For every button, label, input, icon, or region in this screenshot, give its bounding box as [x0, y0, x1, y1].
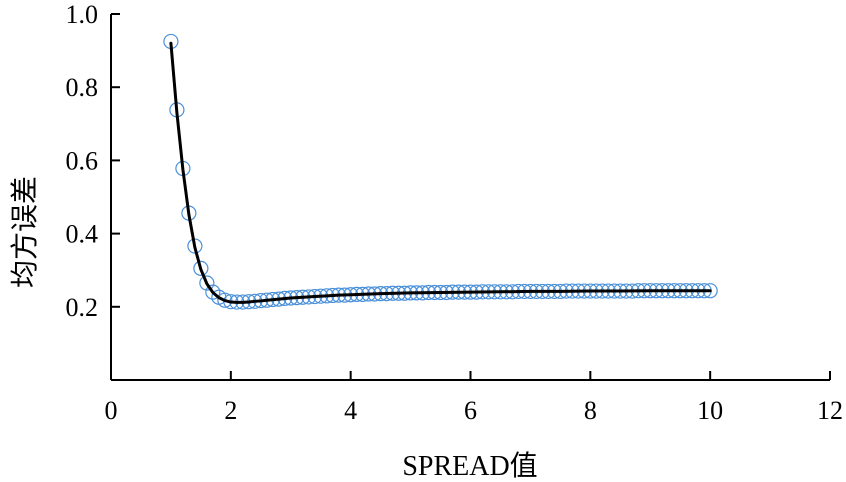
- x-tick-label: 6: [464, 396, 477, 425]
- y-tick-label: 0.4: [66, 220, 99, 249]
- y-axis-ticks: 0.2 0.4 0.6 0.8 1.0: [66, 0, 120, 322]
- y-axis-title: 均方误差: [9, 176, 41, 288]
- data-point-marker: [199, 275, 215, 291]
- y-tick-label: 1.0: [66, 0, 99, 29]
- x-tick-label: 2: [224, 396, 237, 425]
- data-point-marker: [205, 284, 221, 300]
- series-layer: [163, 33, 718, 310]
- data-point-marker: [193, 260, 209, 276]
- fitted-curve-line: [169, 41, 712, 304]
- x-tick-label: 0: [105, 396, 118, 425]
- x-axis-ticks: 0 2 4 6 8 10 12: [105, 371, 843, 425]
- x-tick-label: 12: [817, 396, 843, 425]
- x-axis-title: SPREAD值: [402, 450, 537, 482]
- y-tick-label: 0.2: [66, 293, 99, 322]
- data-point-marker: [217, 292, 233, 308]
- x-tick-label: 10: [697, 396, 723, 425]
- axes: [110, 14, 830, 381]
- x-tick-label: 8: [584, 396, 597, 425]
- y-tick-label: 0.8: [66, 73, 99, 102]
- x-tick-label: 4: [344, 396, 357, 425]
- y-tick-label: 0.6: [66, 146, 99, 175]
